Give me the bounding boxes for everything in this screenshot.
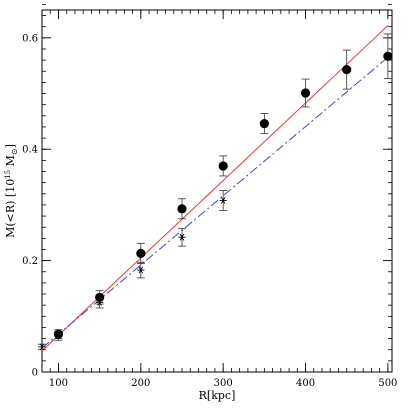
y-tick-label: 0 [32,368,38,379]
x-tick-label: 500 [378,378,397,389]
x-tick-label: 100 [49,378,68,389]
asterisk-point [96,299,104,306]
y-tick-label: 0.4 [22,145,38,156]
asterisk-stroke [179,233,185,241]
major-ticks [42,10,392,373]
filled-circle-point [383,51,393,61]
y-tick-label: 0.6 [22,33,38,44]
filled-circle-point [95,292,105,302]
asterisk-stroke [138,266,144,274]
red-fit-line [41,25,389,352]
filled-circle-point [342,64,352,75]
error-bars [38,33,392,351]
filled-circle-point [177,204,187,214]
asterisk-stroke [39,343,45,351]
plot-frame [41,9,393,373]
y-tick-label: 0.2 [22,256,38,267]
blue-dashdot-fit-line [41,56,389,349]
filled-circle-point [53,329,64,339]
asterisk-stroke [56,332,61,340]
y-axis-label: M(<R) [1015 M⊙] [4,144,19,238]
asterisk-point [38,343,46,351]
fit-lines [41,25,389,352]
asterisk-point [137,266,145,274]
filled-circle-point [300,88,311,98]
filled-circle-point [218,161,228,171]
asterisk-stroke [97,299,102,306]
asterisk-point [178,233,186,241]
x-tick-label: 200 [131,378,150,389]
x-tick-label: 400 [296,378,315,389]
x-axis-label: R[kpc] [199,389,236,402]
tick-labels: 100 200 300 400 500 0 0.2 0.4 0.6 [22,33,397,389]
data-markers [38,51,393,351]
minor-ticks [41,4,392,373]
asterisk-point [54,332,63,340]
asterisk-stroke [220,197,226,204]
filled-circle-point [136,248,146,258]
x-tick-label: 300 [214,378,233,389]
filled-circle-point [259,119,269,129]
asterisk-point [219,197,227,204]
